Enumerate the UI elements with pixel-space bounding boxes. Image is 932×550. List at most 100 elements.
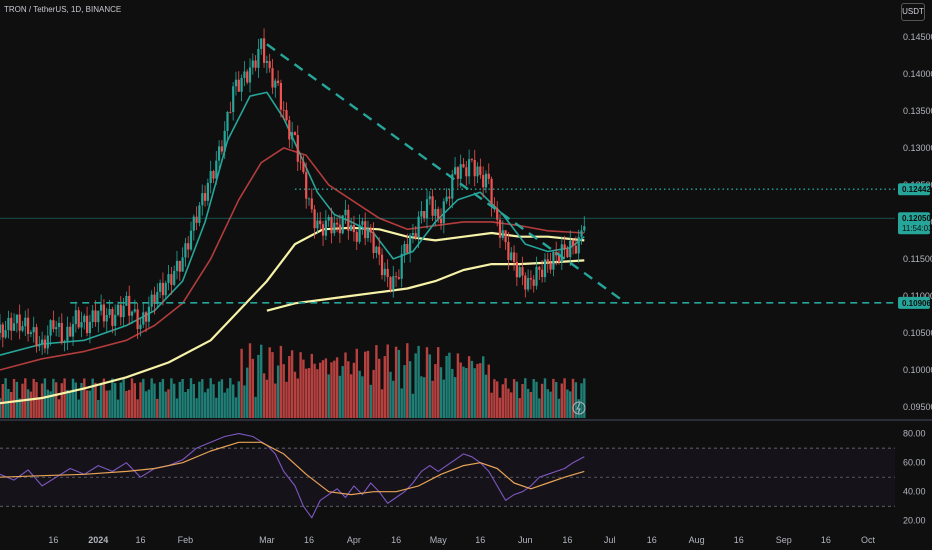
volume-bar [518, 398, 521, 418]
volume-bar [105, 390, 108, 418]
price-tick-label: 0.09500 [903, 402, 932, 412]
candle-body [338, 224, 341, 234]
candle-body [333, 222, 336, 234]
volume-bar [305, 368, 308, 418]
currency-unit-button[interactable]: USDT [901, 3, 925, 21]
volume-bar [111, 378, 114, 418]
volume-bar [451, 369, 454, 418]
volume-bar [192, 384, 195, 418]
candle-body [507, 242, 510, 260]
candle-body [420, 211, 423, 217]
candle-body [543, 259, 547, 278]
price-tick-label: 0.11000 [903, 291, 932, 301]
volume-bar [184, 392, 187, 418]
candle-body [116, 304, 120, 315]
volume-bar [290, 350, 294, 418]
volume-bar [63, 378, 66, 418]
volume-bar [574, 382, 578, 418]
candle-body [125, 295, 128, 306]
volume-bar [128, 389, 131, 418]
volume-bar [543, 378, 547, 418]
candle-body [479, 166, 482, 175]
candle-body [4, 330, 7, 338]
volume-bar [288, 356, 291, 418]
rsi-tick-label: 40.00 [903, 487, 926, 497]
volume-bar [417, 345, 420, 418]
volume-bar [538, 398, 541, 418]
candle-body [296, 135, 299, 162]
volume-bar [226, 388, 229, 418]
candle-body [451, 174, 454, 199]
candle-body [145, 312, 148, 322]
candle-body [476, 166, 479, 177]
volume-bar [170, 378, 173, 418]
date-tick-label: 2024 [88, 535, 108, 545]
candle-body [97, 310, 100, 323]
candle-body [285, 110, 288, 121]
candle-body [324, 220, 327, 236]
candle-body [389, 277, 392, 290]
candle-body [566, 249, 569, 258]
volume-bar [302, 359, 305, 418]
candle-body [319, 220, 322, 225]
volume-bar [158, 382, 162, 418]
candle-body [291, 132, 294, 140]
candle-body [386, 268, 389, 278]
date-tick-label: 16 [734, 535, 744, 545]
level-lower-badge: 0.10906 [902, 299, 931, 308]
candle-body [86, 315, 89, 334]
candle-body [552, 251, 555, 270]
candle-body [184, 243, 187, 258]
volume-bar [80, 383, 83, 418]
countdown-badge: 11:54:03 [902, 224, 932, 233]
volume-bar [583, 378, 586, 418]
candle-body [307, 198, 311, 200]
candle-body [100, 304, 103, 311]
candle-body [15, 314, 18, 324]
volume-bar [361, 376, 364, 418]
candle-body [243, 71, 246, 78]
candle-body [279, 83, 282, 110]
candle-body [459, 164, 462, 179]
candle-body [557, 255, 561, 263]
volume-bar [74, 382, 77, 418]
lightning-icon[interactable] [572, 401, 586, 415]
volume-bar [40, 383, 44, 418]
candle-body [299, 161, 302, 163]
volume-bar [24, 378, 27, 418]
volume-bar [130, 378, 134, 418]
candle-body [240, 77, 243, 92]
volume-bar [7, 389, 10, 418]
panel-divider[interactable] [0, 419, 932, 421]
volume-bar [380, 389, 384, 418]
candle-body [524, 275, 527, 290]
volume-bar [229, 378, 232, 418]
candle-body [454, 167, 457, 175]
volume-bar [560, 383, 563, 418]
candle-body [484, 173, 488, 188]
volume-bar [406, 343, 409, 418]
candle-body [532, 279, 535, 286]
volume-bar [251, 358, 254, 418]
volume-bar [136, 399, 139, 418]
volume-bar [434, 364, 437, 418]
candle-body [321, 224, 325, 236]
date-tick-label: 16 [391, 535, 401, 545]
candle-body [403, 244, 406, 254]
volume-bar [198, 381, 201, 418]
candle-body [361, 221, 364, 225]
volume-bar [375, 345, 378, 418]
candle-body [513, 252, 516, 262]
candle-body [265, 61, 268, 63]
volume-bar [167, 389, 170, 418]
volume-bar [344, 352, 347, 418]
candle-body [327, 217, 330, 221]
descending-trendline[interactable] [266, 43, 628, 305]
candle-body [63, 340, 66, 343]
volume-bar [496, 381, 499, 418]
volume-bar [319, 362, 322, 418]
candle-body [130, 311, 134, 316]
